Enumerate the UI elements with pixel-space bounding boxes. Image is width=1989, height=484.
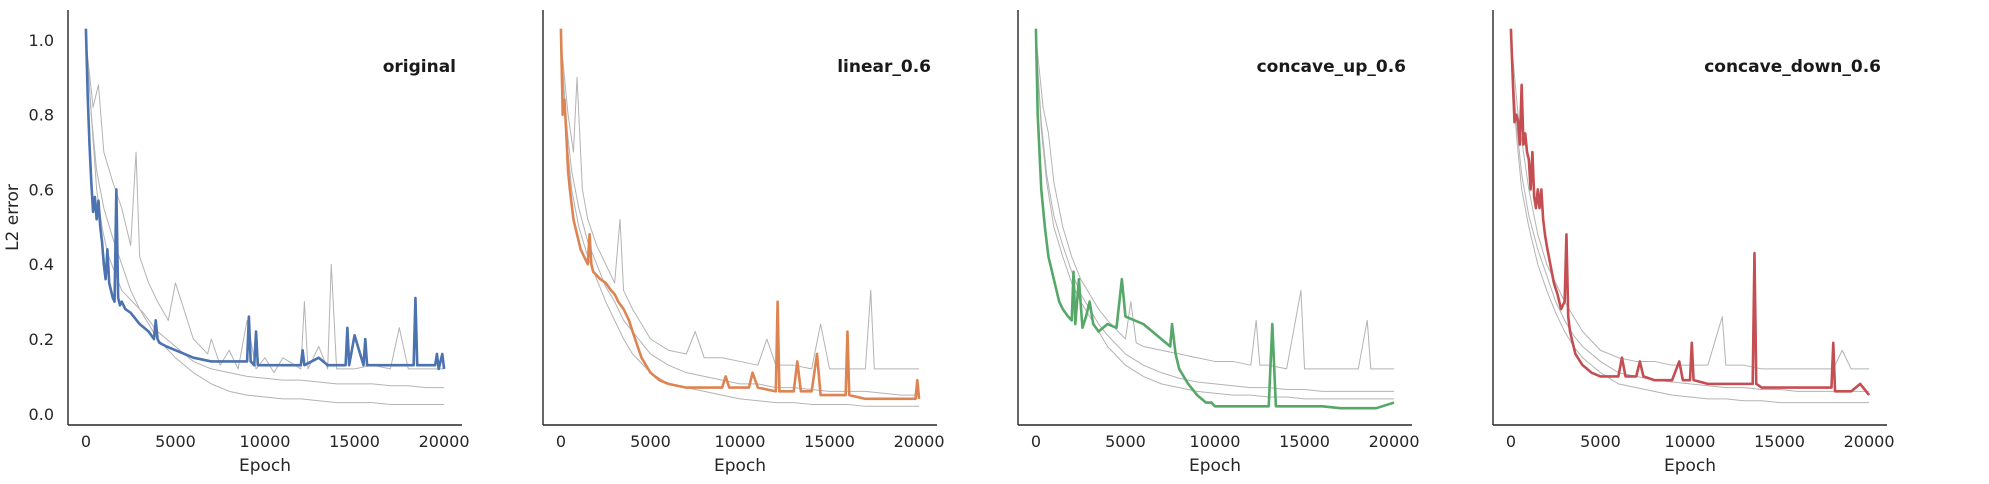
x-axis-label: Epoch — [1189, 456, 1241, 476]
background-series-line-2 — [85, 39, 445, 374]
x-tick-label: 10000 — [240, 432, 291, 451]
x-tick-label: 0 — [556, 432, 566, 451]
panel-4: 0 5000 10000 15000 20000 Epoch concave_down_0.… — [1492, 10, 1895, 476]
panel-2: 0 5000 10000 15000 20000 Epoch linear_0.6 — [542, 10, 945, 476]
background-series-line-2 — [1510, 36, 1870, 370]
highlight-series-line — [1034, 28, 1395, 410]
background-series-line-1 — [1035, 39, 1395, 400]
panel-3: 0 5000 10000 15000 20000 Epoch concave_up_0.6 — [1017, 10, 1420, 476]
background-series-line-1 — [1510, 39, 1870, 404]
x-tick-label: 0 — [1506, 432, 1516, 451]
background-series-line-2 — [560, 39, 920, 370]
x-tick-label: 20000 — [894, 432, 945, 451]
x-axis-label: Epoch — [1664, 456, 1716, 476]
background-series-line-3 — [1510, 39, 1870, 392]
x-tick-label: 0 — [81, 432, 91, 451]
x-tick-label: 0 — [1031, 432, 1041, 451]
x-tick-label: 10000 — [715, 432, 766, 451]
x-tick-label: 5000 — [155, 432, 196, 451]
highlight-series-line — [84, 28, 446, 371]
x-tick-label: 20000 — [1844, 432, 1895, 451]
y-tick-label: 0.0 — [29, 405, 54, 424]
y-axis-label: L2 error — [3, 184, 23, 251]
y-tick-label: 0.2 — [29, 330, 54, 349]
x-tick-label: 15000 — [1754, 432, 1805, 451]
y-tick-label: 0.4 — [29, 255, 54, 274]
x-tick-label: 20000 — [419, 432, 470, 451]
panel-title: original — [383, 57, 456, 77]
highlight-series-line — [1509, 28, 1871, 396]
y-tick-label: 0.6 — [29, 180, 54, 199]
panel-1: 0 5000 10000 15000 20000 0.0 0.2 0.4 0.6 0.8 1.0 Ep… — [3, 10, 470, 476]
x-tick-label: 20000 — [1369, 432, 1420, 451]
background-series-line-3 — [1035, 39, 1395, 392]
x-axis-label: Epoch — [239, 456, 291, 476]
x-tick-label: 5000 — [1580, 432, 1621, 451]
x-tick-label: 15000 — [804, 432, 855, 451]
x-tick-label: 5000 — [630, 432, 671, 451]
highlight-series-line — [559, 28, 921, 401]
background-series-line-3 — [560, 39, 920, 396]
y-tick-label: 1.0 — [29, 31, 54, 50]
x-tick-label: 15000 — [1279, 432, 1330, 451]
background-series-line-3 — [85, 36, 445, 405]
panel-title: concave_up_0.6 — [1257, 57, 1406, 77]
panel-title: linear_0.6 — [837, 57, 931, 77]
panel-title: concave_down_0.6 — [1704, 57, 1881, 77]
background-series-line-2 — [1035, 36, 1395, 370]
background-series-line-1 — [560, 36, 920, 407]
x-tick-label: 5000 — [1105, 432, 1146, 451]
background-series-line-1 — [85, 32, 445, 389]
x-tick-label: 10000 — [1190, 432, 1241, 451]
x-axis-label: Epoch — [714, 456, 766, 476]
x-tick-label: 10000 — [1665, 432, 1716, 451]
x-tick-label: 15000 — [329, 432, 380, 451]
y-tick-label: 0.8 — [29, 106, 54, 125]
